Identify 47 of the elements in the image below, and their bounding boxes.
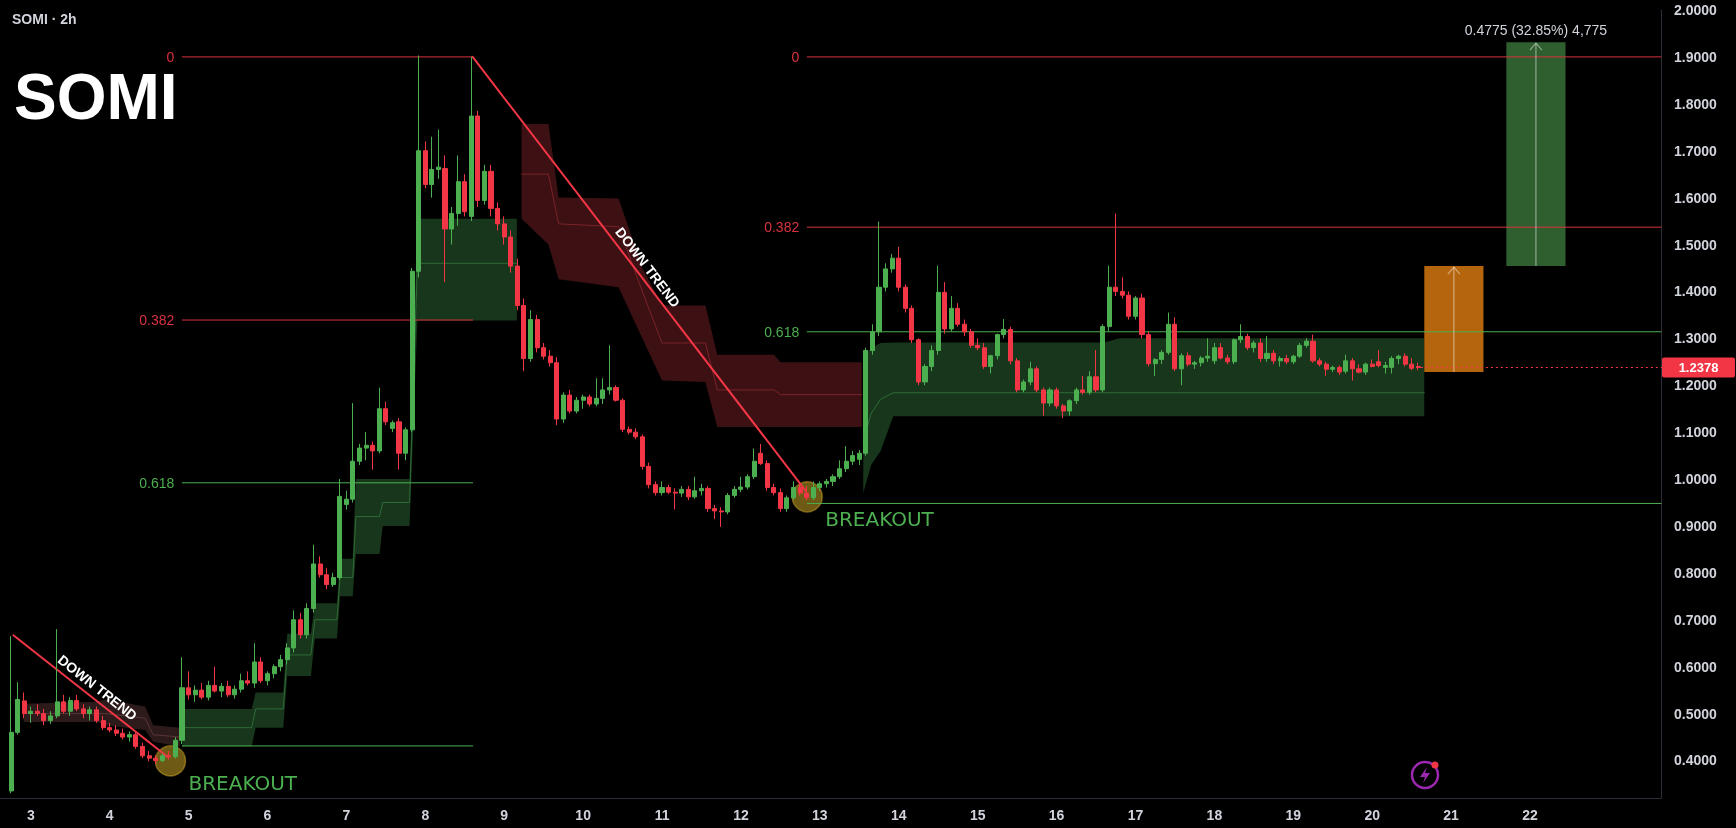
x-tick-label: 21: [1443, 807, 1460, 823]
y-tick-label: 1.9000: [1674, 48, 1718, 65]
y-tick-label: 1.5000: [1674, 236, 1718, 253]
y-tick-label: 1.8000: [1674, 95, 1718, 112]
x-tick-label: 3: [26, 807, 35, 823]
y-tick-label: 1.0000: [1674, 471, 1718, 488]
x-tick-label: 6: [263, 807, 272, 823]
x-tick-label: 17: [1127, 807, 1144, 823]
y-tick-label: 0.7000: [1674, 611, 1718, 628]
x-tick-label: 15: [969, 807, 986, 823]
x-tick-label: 10: [575, 807, 592, 823]
x-tick-label: 11: [654, 807, 670, 823]
annotation: 1.2378: [1678, 360, 1719, 376]
x-tick-label: 7: [342, 807, 351, 823]
x-tick-label: 8: [421, 807, 430, 823]
y-tick-label: 0.5000: [1674, 705, 1718, 722]
x-tick-label: 18: [1206, 807, 1223, 823]
x-tick-label: 19: [1285, 807, 1302, 823]
data-label: 0.4775 (32.85%) 4,775: [1464, 22, 1608, 39]
y-tick-label: 1.2000: [1674, 377, 1718, 394]
y-tick-label: 1.1000: [1674, 424, 1718, 441]
x-tick-label: 22: [1522, 807, 1539, 823]
y-tick-label: 1.7000: [1674, 142, 1718, 159]
y-tick-label: 1.3000: [1674, 330, 1718, 347]
y-tick-label: 0.4000: [1674, 752, 1718, 769]
y-tick-label: 0.8000: [1674, 564, 1718, 581]
series-label: 0.618: [139, 474, 175, 491]
x-tick-label: 20: [1364, 807, 1381, 823]
series-label: 0: [791, 48, 800, 65]
chart-subtitle: SOMI · 2h: [12, 11, 77, 27]
x-tick-label: 5: [184, 807, 193, 823]
annotation: BREAKOUT: [188, 770, 298, 795]
y-tick-label: 0.6000: [1674, 658, 1718, 675]
x-tick-label: 13: [812, 807, 828, 823]
x-tick-label: 14: [890, 807, 907, 823]
y-tick-label: 1.6000: [1674, 189, 1718, 206]
x-tick-label: 9: [500, 807, 509, 823]
x-tick-label: 16: [1048, 807, 1065, 823]
series-label: 0.382: [139, 312, 175, 329]
series-label: 0.618: [764, 323, 800, 340]
series-label: 0.382: [764, 219, 800, 236]
annotation: BREAKOUT: [825, 506, 935, 531]
y-tick-label: 1.4000: [1674, 283, 1718, 300]
y-tick-label: 2.0000: [1674, 2, 1718, 18]
x-tick-label: 12: [733, 807, 749, 823]
y-tick-label: 0.9000: [1674, 517, 1718, 534]
x-tick-label: 4: [105, 807, 114, 823]
